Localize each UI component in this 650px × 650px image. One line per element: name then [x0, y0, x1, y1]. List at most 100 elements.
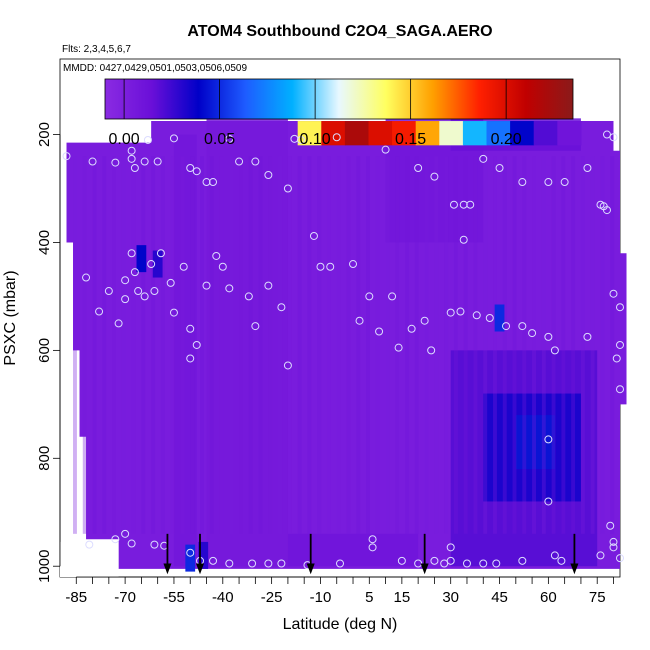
curtain-streak	[229, 156, 234, 534]
sample-point	[283, 184, 292, 193]
sample-point	[153, 157, 162, 166]
sample-point	[544, 332, 553, 341]
sample-point	[251, 322, 260, 331]
sample-point	[544, 497, 553, 506]
chart-title: ATOM4 Southbound C2O4_SAGA.AERO	[187, 23, 492, 40]
sample-point	[365, 292, 374, 301]
sample-point	[209, 556, 218, 565]
flight-arrow-head	[570, 563, 579, 575]
curtain-streak	[248, 156, 253, 534]
curtain-streak	[239, 156, 243, 534]
sample-point	[456, 307, 465, 316]
sample-point	[430, 172, 439, 181]
y-axis-label: PSXC (mbar)	[2, 270, 19, 365]
flight-arrow-head	[306, 563, 315, 575]
sample-point	[368, 535, 377, 544]
sample-point	[528, 329, 537, 338]
plot-area: MMDD: 0427,0429,0501,0503,0506,0509 0.00…	[59, 58, 627, 578]
sample-point	[104, 287, 113, 296]
sample-point	[225, 134, 234, 143]
sample-point	[251, 157, 260, 166]
sample-point	[518, 178, 527, 187]
sample-point	[88, 157, 97, 166]
sample-point	[606, 521, 615, 530]
sample-point	[381, 145, 390, 154]
sample-point	[202, 281, 211, 290]
transect-cell	[344, 121, 370, 146]
curtain-streak	[317, 156, 322, 534]
sample-point	[430, 556, 439, 565]
sample-point	[427, 346, 436, 355]
sample-point	[609, 537, 618, 546]
curtain-streak	[571, 156, 576, 534]
sample-point	[127, 146, 136, 155]
sample-point	[277, 303, 286, 312]
curtain-streak	[610, 156, 615, 534]
colorbar-tick-label: 0.00	[109, 131, 140, 148]
sample-point	[612, 354, 621, 363]
transect-cell	[297, 121, 322, 146]
sample-point	[449, 200, 458, 209]
sample-point	[602, 206, 611, 215]
curtain-streak	[190, 156, 195, 534]
transect-cell	[439, 121, 464, 146]
curtain-streak	[483, 156, 488, 534]
sample-point	[446, 556, 455, 565]
flight-arrow-head	[196, 563, 204, 575]
sample-point	[140, 292, 149, 301]
curtain-hotspot	[494, 304, 505, 332]
sample-point	[134, 287, 143, 296]
sample-point	[326, 262, 335, 271]
curtain-streak	[600, 156, 605, 534]
sample-point	[616, 554, 624, 563]
curtain-streak	[473, 156, 478, 534]
curtain-streak	[287, 156, 292, 534]
curtain-streak	[82, 156, 87, 534]
curtain-streak	[434, 156, 439, 534]
x-tick-label: -70	[114, 589, 136, 606]
sample-point	[609, 133, 618, 142]
sample-point	[111, 535, 120, 544]
transect-cell	[486, 121, 511, 146]
sample-point	[277, 559, 286, 568]
sample-point	[375, 327, 384, 336]
curtain-streak	[170, 156, 175, 534]
sample-point	[495, 163, 504, 172]
curtain-streak	[395, 156, 400, 534]
curtain-streak	[73, 156, 77, 534]
sample-point	[179, 262, 188, 271]
sample-point	[609, 543, 618, 552]
flight-arrow-head	[420, 563, 429, 575]
sample-point	[394, 343, 403, 352]
curtain-streak	[112, 156, 116, 534]
sample-point	[397, 556, 406, 565]
sample-point	[127, 539, 136, 548]
curtain-field	[173, 134, 197, 567]
x-tick-label: -10	[310, 589, 332, 606]
curtain-streak	[385, 156, 390, 534]
sample-point	[95, 307, 104, 316]
curtain-streak	[356, 156, 361, 534]
flight-arrow-head	[163, 563, 172, 575]
transect-cell	[510, 121, 535, 146]
sample-point	[616, 385, 624, 394]
curtain-hotspot	[185, 544, 196, 572]
transect-cell	[533, 121, 558, 146]
x-tick-label: -85	[65, 589, 87, 606]
x-tick-label: 5	[365, 589, 373, 606]
sample-point	[368, 543, 377, 552]
sample-point	[169, 134, 178, 143]
curtain-streak	[121, 156, 126, 534]
curtain-streak	[131, 156, 136, 534]
sample-point	[209, 178, 218, 187]
x-axis: -85 -70 -55 -40 -25 -10 5 15 30 45 60 75	[65, 576, 614, 606]
colorbar-tick-label: 0.15	[395, 131, 426, 148]
flight-arrows	[163, 533, 579, 575]
sample-point	[130, 163, 139, 172]
sample-point	[82, 273, 91, 282]
sample-point	[121, 276, 130, 285]
curtain-streak	[444, 156, 449, 534]
sample-point	[244, 292, 253, 301]
curtain-streak	[200, 156, 204, 534]
sample-point	[169, 308, 178, 317]
